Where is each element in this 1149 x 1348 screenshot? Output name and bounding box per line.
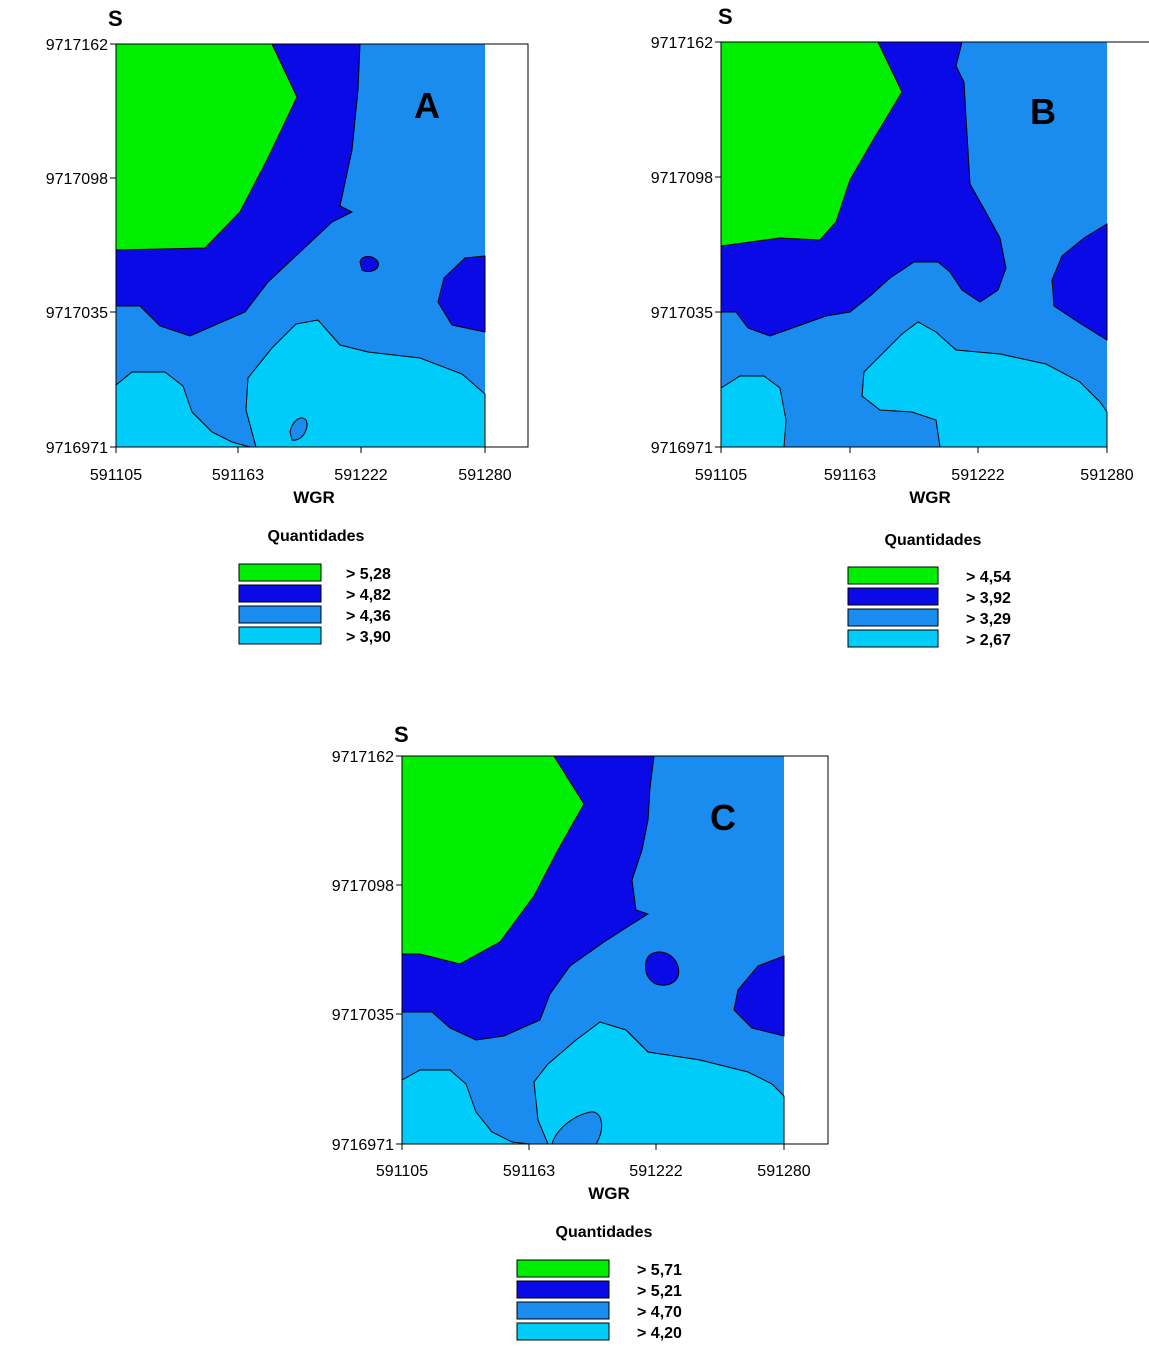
plot-frame xyxy=(401,755,829,1145)
legend-swatch-green xyxy=(238,563,322,582)
x-axis: 591105 591163 591222 591280 WGR xyxy=(695,447,1134,507)
legend-label: > 3,90 xyxy=(346,629,391,646)
legend-swatch-light-blue xyxy=(847,629,939,648)
y-tick-label: 9717035 xyxy=(46,305,108,322)
zone-mid-blue-spot xyxy=(551,1111,603,1145)
x-tick-label: 591222 xyxy=(629,1163,682,1180)
legend-label: > 4,54 xyxy=(966,569,1011,586)
legend-swatch-green xyxy=(847,566,939,585)
legend-label: > 5,71 xyxy=(637,1262,682,1279)
legend: Quantidades > 5,28 > 4,82 > 4,36 > 3,90 xyxy=(238,528,391,646)
north-label: S xyxy=(108,6,123,31)
zone-dark-blue-east xyxy=(733,955,785,1037)
x-axis-title: WGR xyxy=(909,488,951,507)
y-tick-label: 9717162 xyxy=(46,37,108,54)
zone-mid-blue-spot xyxy=(289,417,308,441)
legend: Quantidades > 4,54 > 3,92 > 3,29 > 2,67 xyxy=(847,532,1011,649)
y-tick-label: 9717162 xyxy=(651,35,713,52)
plot-frame xyxy=(115,43,529,448)
legend-title: Quantidades xyxy=(885,532,982,549)
y-tick-label: 9716971 xyxy=(332,1137,394,1154)
zone-green xyxy=(115,43,298,251)
legend-swatch-dark-blue xyxy=(847,587,939,606)
legend-label: > 3,29 xyxy=(966,611,1011,628)
y-tick-label: 9717035 xyxy=(332,1007,394,1024)
map-panel-a: S A 9717162 9717098 9717035 9716971 5911… xyxy=(0,0,560,665)
x-axis-title: WGR xyxy=(293,488,335,507)
zone-dark-blue-spot xyxy=(645,951,680,986)
y-tick-label: 9717162 xyxy=(332,749,394,766)
y-tick-label: 9716971 xyxy=(651,440,713,457)
legend-label: > 3,92 xyxy=(966,590,1011,607)
y-axis: 9717162 9717098 9717035 9716971 xyxy=(651,35,721,457)
zone-light-blue-south xyxy=(861,321,1108,448)
panel-letter: B xyxy=(1030,91,1056,132)
legend-label: > 4,70 xyxy=(637,1304,682,1321)
x-tick-label: 591222 xyxy=(951,467,1004,484)
legend-swatch-light-blue xyxy=(516,1322,610,1341)
y-axis: 9717162 9717098 9717035 9716971 xyxy=(332,749,402,1154)
legend-label: > 5,28 xyxy=(346,566,391,583)
x-tick-label: 591222 xyxy=(334,467,387,484)
y-tick-label: 9716971 xyxy=(46,440,108,457)
legend-label: > 4,20 xyxy=(637,1325,682,1342)
legend-label: > 2,67 xyxy=(966,632,1011,649)
map-panel-b: S B 9717162 9717098 9717035 9716971 5911… xyxy=(600,0,1149,665)
y-axis: 9717162 9717098 9717035 9716971 xyxy=(46,37,116,457)
zone-light-blue-south xyxy=(245,319,486,448)
zone-green xyxy=(720,41,903,247)
zone-dark-blue-east xyxy=(1051,223,1108,341)
legend-title: Quantidades xyxy=(268,528,365,545)
legend-title: Quantidades xyxy=(556,1224,653,1241)
map-b-svg: S B 9717162 9717098 9717035 9716971 5911… xyxy=(651,4,1149,649)
map-a-svg: S A 9717162 9717098 9717035 9716971 5911… xyxy=(46,6,529,646)
panel-letter: C xyxy=(710,797,736,838)
north-label: S xyxy=(394,722,409,747)
x-tick-label: 591163 xyxy=(824,467,876,484)
y-tick-label: 9717035 xyxy=(651,305,713,322)
legend-swatch-dark-blue xyxy=(516,1280,610,1299)
legend-swatch-mid-blue xyxy=(238,605,322,624)
legend: Quantidades > 5,71 > 5,21 > 4,70 > 4,20 xyxy=(516,1224,682,1342)
map-panel-c: S C 9717162 9717098 9717035 9716971 5911… xyxy=(280,700,860,1348)
y-tick-label: 9717098 xyxy=(651,170,713,187)
legend-swatch-light-blue xyxy=(238,626,322,645)
zone-dark-blue-east xyxy=(437,255,486,333)
x-tick-label: 591163 xyxy=(212,467,264,484)
y-tick-label: 9717098 xyxy=(332,878,394,895)
x-axis: 591105 591163 591222 591280 WGR xyxy=(90,447,512,507)
x-tick-label: 591105 xyxy=(695,467,747,484)
north-label: S xyxy=(718,4,733,29)
x-axis-title: WGR xyxy=(588,1184,630,1203)
x-axis: 591105 591163 591222 591280 WGR xyxy=(376,1144,811,1203)
y-tick-label: 9717098 xyxy=(46,171,108,188)
map-a-contours xyxy=(115,43,486,448)
legend-label: > 5,21 xyxy=(637,1283,682,1300)
x-tick-label: 591280 xyxy=(757,1163,810,1180)
legend-swatch-green xyxy=(516,1259,610,1278)
map-c-svg: S C 9717162 9717098 9717035 9716971 5911… xyxy=(332,722,829,1342)
x-tick-label: 591280 xyxy=(1080,467,1133,484)
map-b-contours xyxy=(720,41,1108,448)
panel-letter: A xyxy=(414,85,440,126)
legend-label: > 4,36 xyxy=(346,608,391,625)
map-c-contours xyxy=(401,755,785,1145)
x-tick-label: 591105 xyxy=(376,1163,428,1180)
legend-label: > 4,82 xyxy=(346,587,391,604)
zone-green xyxy=(401,755,585,965)
x-tick-label: 591105 xyxy=(90,467,142,484)
legend-swatch-mid-blue xyxy=(516,1301,610,1320)
legend-swatch-dark-blue xyxy=(238,584,322,603)
zone-dark-blue-spot xyxy=(359,255,379,273)
x-tick-label: 591280 xyxy=(458,467,511,484)
legend-swatch-mid-blue xyxy=(847,608,939,627)
x-tick-label: 591163 xyxy=(503,1163,555,1180)
zone-light-blue-west xyxy=(720,375,787,448)
